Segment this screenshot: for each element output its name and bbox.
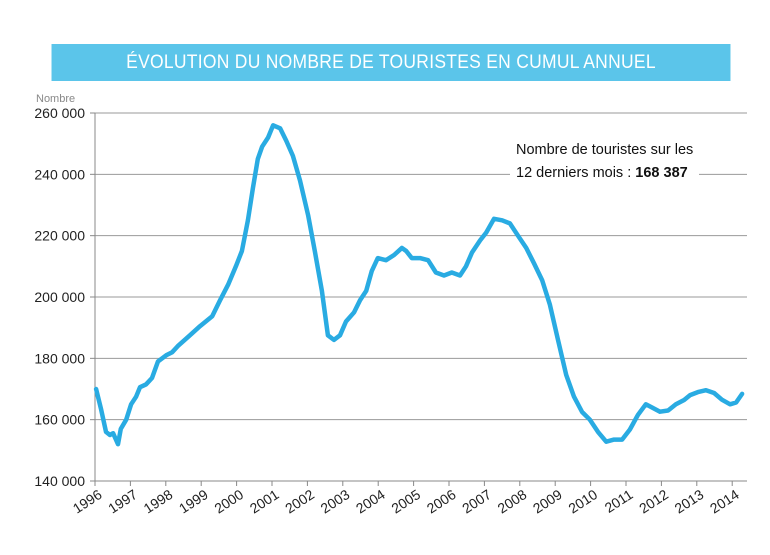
y-axis-label: Nombre (36, 93, 75, 105)
annotation-value: 168 387 (635, 165, 688, 181)
x-tick-label: 2004 (353, 486, 388, 516)
x-tick-label: 2006 (424, 486, 459, 516)
x-tick-label: 2011 (602, 486, 636, 516)
annotation-line1: Nombre de touristes sur les (516, 142, 694, 158)
y-tick-label: 200 000 (34, 289, 85, 305)
annotation-line2: 12 derniers mois : (516, 165, 636, 181)
x-tick-label: 1998 (141, 486, 176, 516)
x-tick-label: 1999 (176, 486, 211, 516)
chart-title: ÉVOLUTION DU NOMBRE DE TOURISTES EN CUMU… (51, 44, 731, 81)
x-tick-label: 2003 (318, 486, 353, 516)
y-tick-label: 260 000 (34, 105, 85, 121)
y-tick-label: 220 000 (34, 228, 85, 244)
x-tick-label: 2001 (247, 486, 282, 516)
x-tick-label: 2013 (672, 486, 707, 516)
x-tick-label: 2012 (636, 486, 671, 516)
y-tick-label: 160 000 (34, 412, 85, 428)
annotation: Nombre de touristes sur les 12 derniers … (510, 137, 700, 187)
x-tick-label: 2009 (530, 486, 565, 516)
x-tick-label: 2000 (211, 486, 246, 516)
x-tick-label: 2010 (565, 486, 600, 516)
y-tick-label: 180 000 (34, 350, 85, 366)
x-tick-label: 2005 (388, 486, 423, 516)
y-tick-label: 140 000 (34, 473, 85, 489)
x-tick-label: 2014 (707, 486, 742, 516)
x-tick-label: 2008 (495, 486, 530, 516)
x-tick-label: 1997 (105, 486, 140, 516)
x-tick-label: 1996 (70, 486, 105, 516)
y-tick-label: 240 000 (34, 166, 85, 182)
x-tick-label: 2007 (459, 486, 494, 516)
x-tick-label: 2002 (282, 486, 317, 516)
series-line (93, 123, 745, 447)
